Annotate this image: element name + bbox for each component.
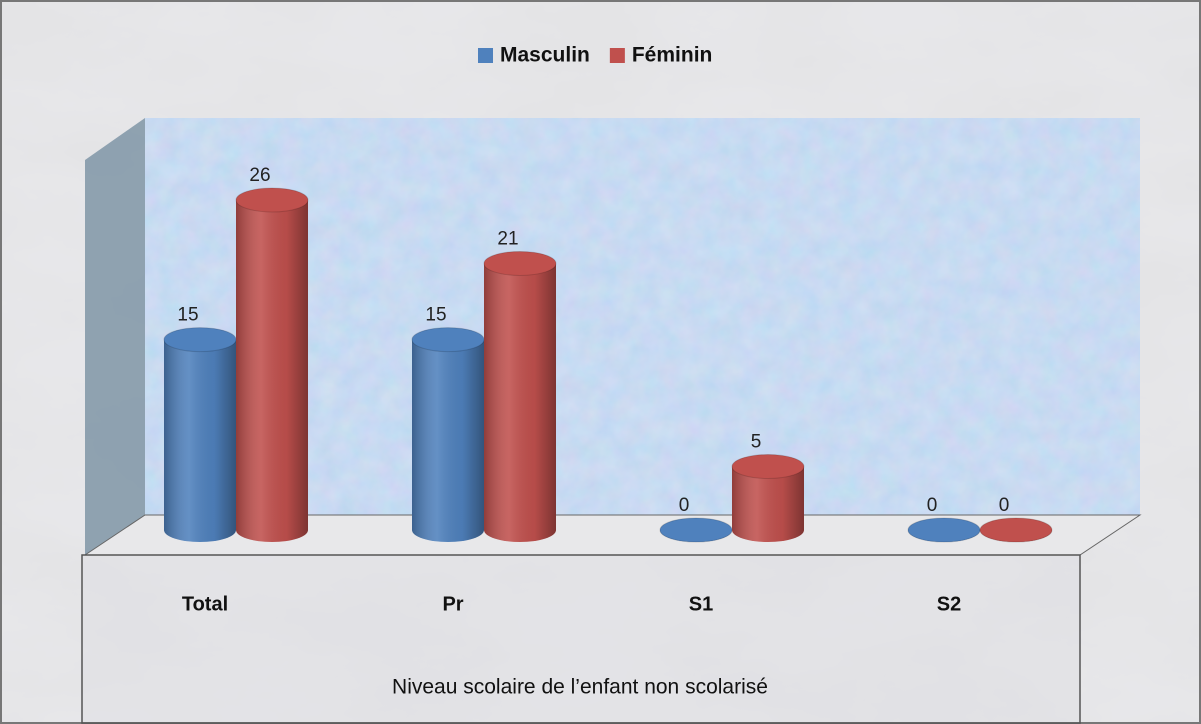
value-label: 15 (425, 305, 446, 326)
cylinder-top (907, 517, 981, 543)
x-tick-label: Pr (442, 593, 463, 615)
cylinder-shade (732, 466, 804, 542)
legend-label: Masculin (500, 44, 590, 67)
cylinder-shade (236, 200, 308, 542)
x-tick-label: S1 (689, 593, 713, 615)
axis-box (81, 554, 1081, 724)
cylinder-top (411, 327, 485, 353)
back-wall-texture (145, 118, 1140, 515)
cylinder-top (659, 517, 733, 543)
legend-swatch (478, 48, 493, 63)
side-wall (85, 118, 145, 555)
cylinder-top (483, 250, 557, 276)
cylinder-top (731, 454, 805, 480)
cylinder-top (163, 327, 237, 353)
x-axis-title: Niveau scolaire de l’enfant non scolaris… (392, 676, 768, 699)
x-tick-label: Total (182, 593, 228, 615)
value-label: 0 (927, 495, 938, 516)
value-label: 0 (679, 495, 690, 516)
value-label: 5 (751, 432, 762, 453)
cylinder-top (979, 517, 1053, 543)
value-label: 21 (497, 228, 518, 249)
legend-label: Féminin (632, 44, 713, 67)
value-label: 0 (999, 495, 1010, 516)
cylinder-shade (484, 263, 556, 542)
cylinder-shade (412, 339, 484, 542)
cylinder-shade (164, 339, 236, 542)
legend-swatch (609, 48, 625, 63)
value-label: 15 (177, 305, 198, 326)
cylinder-top (235, 187, 309, 213)
value-label: 26 (249, 165, 270, 186)
x-tick-label: S2 (937, 593, 961, 615)
